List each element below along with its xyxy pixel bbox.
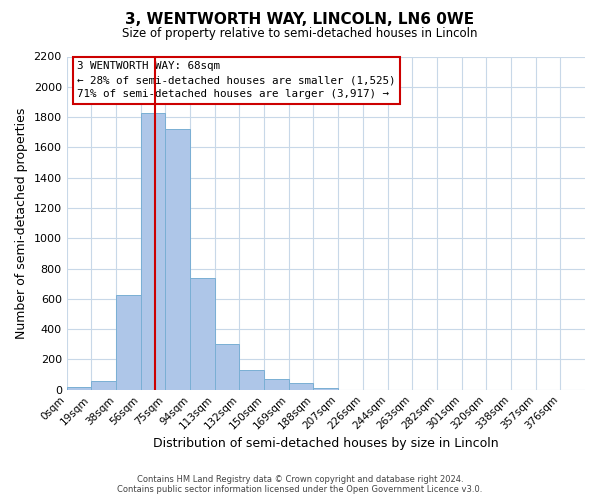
Text: Contains HM Land Registry data © Crown copyright and database right 2024.
Contai: Contains HM Land Registry data © Crown c… [118, 474, 482, 494]
Bar [264, 379, 289, 390]
Bar [313, 388, 338, 390]
Bar [289, 383, 313, 390]
Bar [91, 380, 116, 390]
Text: 3, WENTWORTH WAY, LINCOLN, LN6 0WE: 3, WENTWORTH WAY, LINCOLN, LN6 0WE [125, 12, 475, 28]
Bar [215, 344, 239, 390]
Bar [190, 278, 215, 390]
Y-axis label: Number of semi-detached properties: Number of semi-detached properties [15, 108, 28, 339]
Text: Size of property relative to semi-detached houses in Lincoln: Size of property relative to semi-detach… [122, 28, 478, 40]
Bar [67, 386, 91, 390]
Text: 3 WENTWORTH WAY: 68sqm
← 28% of semi-detached houses are smaller (1,525)
71% of : 3 WENTWORTH WAY: 68sqm ← 28% of semi-det… [77, 62, 395, 100]
X-axis label: Distribution of semi-detached houses by size in Lincoln: Distribution of semi-detached houses by … [153, 437, 499, 450]
Bar [239, 370, 264, 390]
Bar [141, 112, 166, 390]
Bar [166, 129, 190, 390]
Bar [116, 295, 141, 390]
